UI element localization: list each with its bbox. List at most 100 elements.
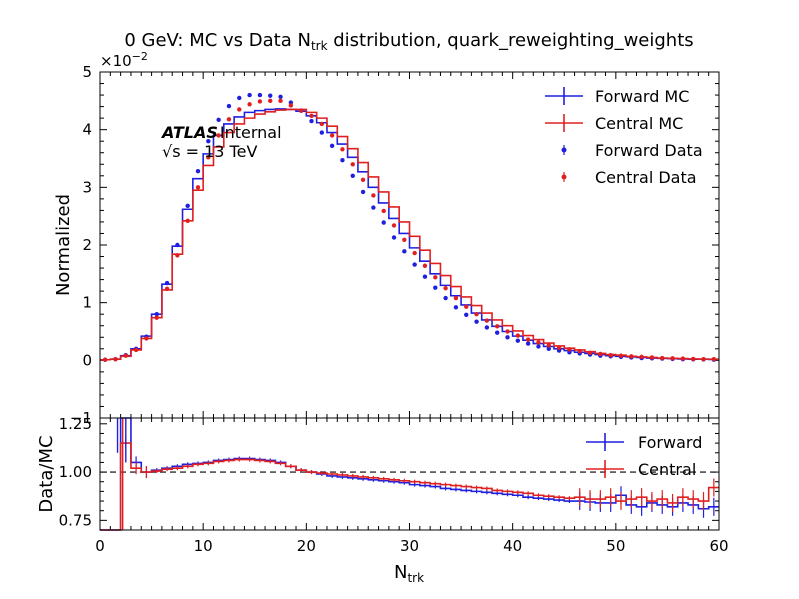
- ratio-legend-label: Central: [638, 460, 696, 479]
- atlas-experiment: ATLAS: [160, 123, 218, 142]
- data-point-3: [226, 117, 232, 122]
- data-point-2: [195, 168, 201, 174]
- data-point-3: [412, 250, 417, 256]
- data-point-3: [680, 356, 686, 361]
- data-point-3: [660, 355, 665, 361]
- data-point-2: [422, 274, 428, 279]
- data-point-2: [257, 92, 263, 98]
- data-point-3: [649, 355, 655, 360]
- data-point-2: [371, 205, 376, 210]
- y-multiplier-exp: −2: [132, 50, 148, 63]
- legend-entry-1: Central MC: [545, 114, 683, 133]
- data-point-2: [216, 117, 221, 123]
- main-y-tick-label: −1: [70, 409, 92, 427]
- data-point-2: [268, 93, 273, 98]
- main-y-tick-label: 2: [82, 236, 92, 254]
- x-axis-label-main: N: [394, 562, 407, 583]
- data-point-3: [123, 353, 128, 358]
- atlas-label: ATLAS Internal: [160, 123, 282, 142]
- ratio-step-1: [100, 442, 719, 531]
- data-point-3: [629, 354, 634, 359]
- data-point-2: [237, 95, 242, 101]
- data-point-3: [474, 312, 479, 317]
- data-point-2: [464, 312, 469, 317]
- data-point-2: [412, 262, 417, 267]
- data-point-2: [206, 139, 211, 144]
- data-point-2: [505, 335, 510, 340]
- data-point-3: [639, 354, 644, 360]
- data-point-3: [278, 98, 283, 104]
- data-point-2: [175, 242, 180, 248]
- data-point-3: [402, 237, 407, 243]
- data-point-3: [216, 133, 221, 138]
- x-tick-label: 30: [400, 537, 419, 555]
- ratio-y-tick-label: 1.00: [59, 463, 92, 481]
- legend-entry-0: Forward MC: [545, 87, 689, 106]
- data-point-3: [701, 356, 706, 362]
- data-point-2: [402, 249, 407, 254]
- chart-title-main: 0 GeV: MC vs Data N: [124, 30, 311, 51]
- data-point-3: [102, 357, 108, 362]
- legend-entry-2: Forward Data: [561, 141, 703, 160]
- data-point-2: [309, 118, 314, 124]
- data-point-2: [360, 189, 366, 195]
- ratio-legend-entry-1: Central: [586, 460, 696, 479]
- data-point-3: [164, 286, 170, 292]
- x-tick-label: 10: [194, 537, 213, 555]
- data-point-3: [505, 329, 510, 334]
- data-point-2: [154, 312, 159, 317]
- data-point-3: [133, 347, 139, 353]
- x-tick-label: 0: [95, 537, 105, 555]
- ratio-y-tick-label: 1.25: [59, 415, 92, 433]
- data-point-3: [257, 99, 263, 104]
- data-point-3: [453, 295, 459, 301]
- data-point-2: [546, 346, 551, 351]
- data-point-3: [247, 102, 252, 107]
- data-point-3: [515, 333, 521, 338]
- y-multiplier-base: ×10: [100, 52, 132, 70]
- data-point-2: [164, 280, 170, 286]
- legend-label: Central MC: [595, 114, 683, 133]
- main-y-axis-label: Normalized: [53, 194, 74, 296]
- ratio-y-tick-label: 0.75: [59, 511, 92, 529]
- data-point-3: [154, 315, 159, 320]
- data-point-2: [443, 295, 448, 301]
- data-point-3: [525, 337, 531, 342]
- data-point-2: [525, 341, 531, 346]
- data-point-2: [474, 319, 479, 324]
- data-point-3: [494, 324, 500, 329]
- data-point-3: [670, 356, 675, 361]
- ratio-axis-ticks: 0 10 20 30 40 50 60 0.75 1.00 1.25: [59, 415, 729, 555]
- data-point-2: [515, 338, 521, 343]
- x-tick-label: 40: [503, 537, 522, 555]
- data-point-3: [206, 155, 211, 160]
- ratio-series-layer: [100, 417, 719, 531]
- data-point-3: [185, 218, 190, 223]
- legend-label: Forward MC: [595, 87, 689, 106]
- data-point-2: [484, 325, 490, 330]
- ratio-plot-panel: 0 10 20 30 40 50 60 0.75 1.00 1.25 Data/MC Ntrk F…: [36, 415, 729, 585]
- y-multiplier: ×10−2: [100, 50, 148, 70]
- data-point-3: [598, 351, 603, 357]
- ratio-legend-label: Forward: [638, 433, 702, 452]
- data-point-3: [391, 223, 397, 228]
- data-point-3: [237, 107, 242, 112]
- chart-title-tail: distribution, quark_reweighting_weights: [328, 30, 694, 51]
- ratio-legend-entry-0: Forward: [586, 433, 702, 452]
- main-y-tick-label: 4: [82, 121, 92, 139]
- data-point-3: [433, 275, 438, 280]
- data-point-3: [319, 121, 325, 127]
- data-point-2: [381, 220, 386, 225]
- data-point-3: [711, 356, 717, 362]
- x-tick-label: 20: [297, 537, 316, 555]
- data-point-3: [309, 113, 314, 119]
- data-point-2: [340, 158, 345, 163]
- main-y-tick-label: 3: [82, 178, 92, 196]
- x-tick-label: 50: [606, 537, 625, 555]
- data-point-2: [494, 330, 500, 335]
- energy-label: √s = 13 TeV: [162, 142, 257, 161]
- x-tick-label: 60: [709, 537, 728, 555]
- data-point-2: [391, 235, 397, 240]
